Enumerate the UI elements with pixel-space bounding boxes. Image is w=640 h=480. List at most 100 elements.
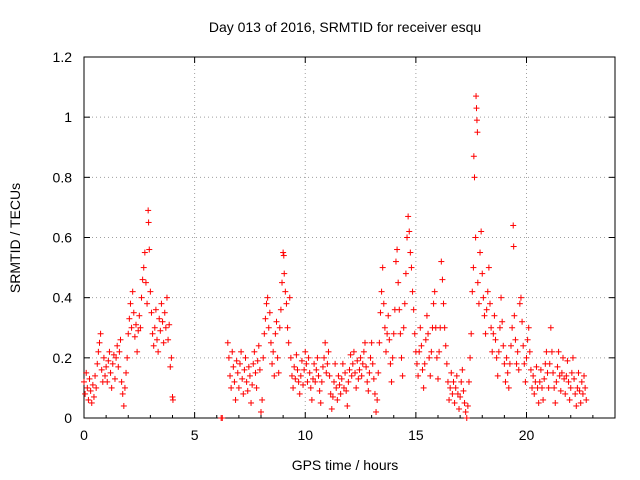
- data-point: [418, 342, 425, 349]
- data-point: [124, 354, 131, 361]
- data-point: [293, 351, 300, 358]
- chart-title: Day 013 of 2016, SRMTID for receiver esq…: [209, 19, 481, 35]
- data-point: [84, 384, 91, 391]
- data-point: [142, 279, 149, 286]
- data-point: [126, 315, 133, 322]
- data-point: [483, 306, 490, 313]
- data-point: [83, 369, 90, 376]
- data-point: [350, 348, 357, 355]
- x-tick-label: 20: [519, 427, 535, 443]
- data-point: [557, 387, 564, 394]
- data-point: [462, 408, 469, 415]
- data-point: [378, 288, 385, 295]
- data-point: [151, 324, 158, 331]
- data-point: [161, 309, 168, 316]
- data-point: [295, 378, 302, 385]
- data-point: [264, 294, 271, 301]
- data-point: [499, 318, 506, 325]
- data-point: [477, 249, 484, 256]
- data-point: [334, 396, 341, 403]
- data-point: [146, 246, 153, 253]
- data-point: [573, 402, 580, 409]
- data-point: [494, 372, 501, 379]
- data-point: [98, 366, 105, 373]
- data-point: [488, 324, 495, 331]
- data-point: [530, 372, 537, 379]
- data-point: [564, 357, 571, 364]
- data-point: [269, 360, 276, 367]
- data-point: [456, 405, 463, 412]
- data-point: [337, 390, 344, 397]
- data-point: [420, 384, 427, 391]
- data-point: [458, 378, 465, 385]
- data-point: [325, 348, 332, 355]
- x-tick-label: 0: [80, 427, 88, 443]
- data-point: [390, 330, 397, 337]
- data-point: [168, 354, 175, 361]
- data-point: [450, 378, 457, 385]
- data-point: [405, 213, 412, 220]
- data-point: [345, 378, 352, 385]
- data-point: [510, 222, 517, 229]
- data-point: [93, 384, 100, 391]
- data-point: [263, 300, 270, 307]
- data-point: [511, 312, 518, 319]
- data-point: [443, 360, 450, 367]
- data-point: [307, 384, 314, 391]
- data-point: [156, 315, 163, 322]
- data-point: [475, 300, 482, 307]
- data-point: [305, 354, 312, 361]
- data-point: [235, 384, 242, 391]
- data-point: [127, 300, 134, 307]
- data-point: [306, 369, 313, 376]
- data-point: [513, 360, 520, 367]
- data-point: [152, 306, 159, 313]
- data-point: [111, 375, 118, 382]
- data-point: [553, 378, 560, 385]
- data-point: [385, 312, 392, 319]
- data-point: [275, 369, 282, 376]
- data-point: [373, 408, 380, 415]
- points-layer: [81, 93, 590, 421]
- data-point: [280, 252, 287, 259]
- data-point: [474, 279, 481, 286]
- data-point: [444, 378, 451, 385]
- data-point: [495, 348, 502, 355]
- data-point: [380, 300, 387, 307]
- data-point: [484, 288, 491, 295]
- data-point: [248, 399, 255, 406]
- data-point: [219, 415, 226, 421]
- data-point: [290, 384, 297, 391]
- data-point: [314, 354, 321, 361]
- data-point: [375, 369, 382, 376]
- data-point: [428, 348, 435, 355]
- data-point: [317, 399, 324, 406]
- data-point: [311, 360, 318, 367]
- data-point: [292, 375, 299, 382]
- data-point: [360, 348, 367, 355]
- data-point: [326, 372, 333, 379]
- data-point: [471, 174, 478, 181]
- data-point: [329, 393, 336, 400]
- data-point: [296, 390, 303, 397]
- data-point: [113, 354, 120, 361]
- data-point: [367, 354, 374, 361]
- data-point: [139, 276, 146, 283]
- data-point: [324, 360, 331, 367]
- data-point: [541, 375, 548, 382]
- data-point: [524, 336, 531, 343]
- data-point: [461, 399, 468, 406]
- data-point: [284, 324, 291, 331]
- data-point: [527, 366, 534, 373]
- data-point: [473, 117, 480, 124]
- data-point: [319, 363, 326, 370]
- data-point: [327, 390, 334, 397]
- data-point: [562, 390, 569, 397]
- data-point: [260, 354, 267, 361]
- data-point: [335, 372, 342, 379]
- data-point: [136, 312, 143, 319]
- data-point: [315, 372, 322, 379]
- data-point: [545, 384, 552, 391]
- data-point: [397, 330, 404, 337]
- data-point: [579, 390, 586, 397]
